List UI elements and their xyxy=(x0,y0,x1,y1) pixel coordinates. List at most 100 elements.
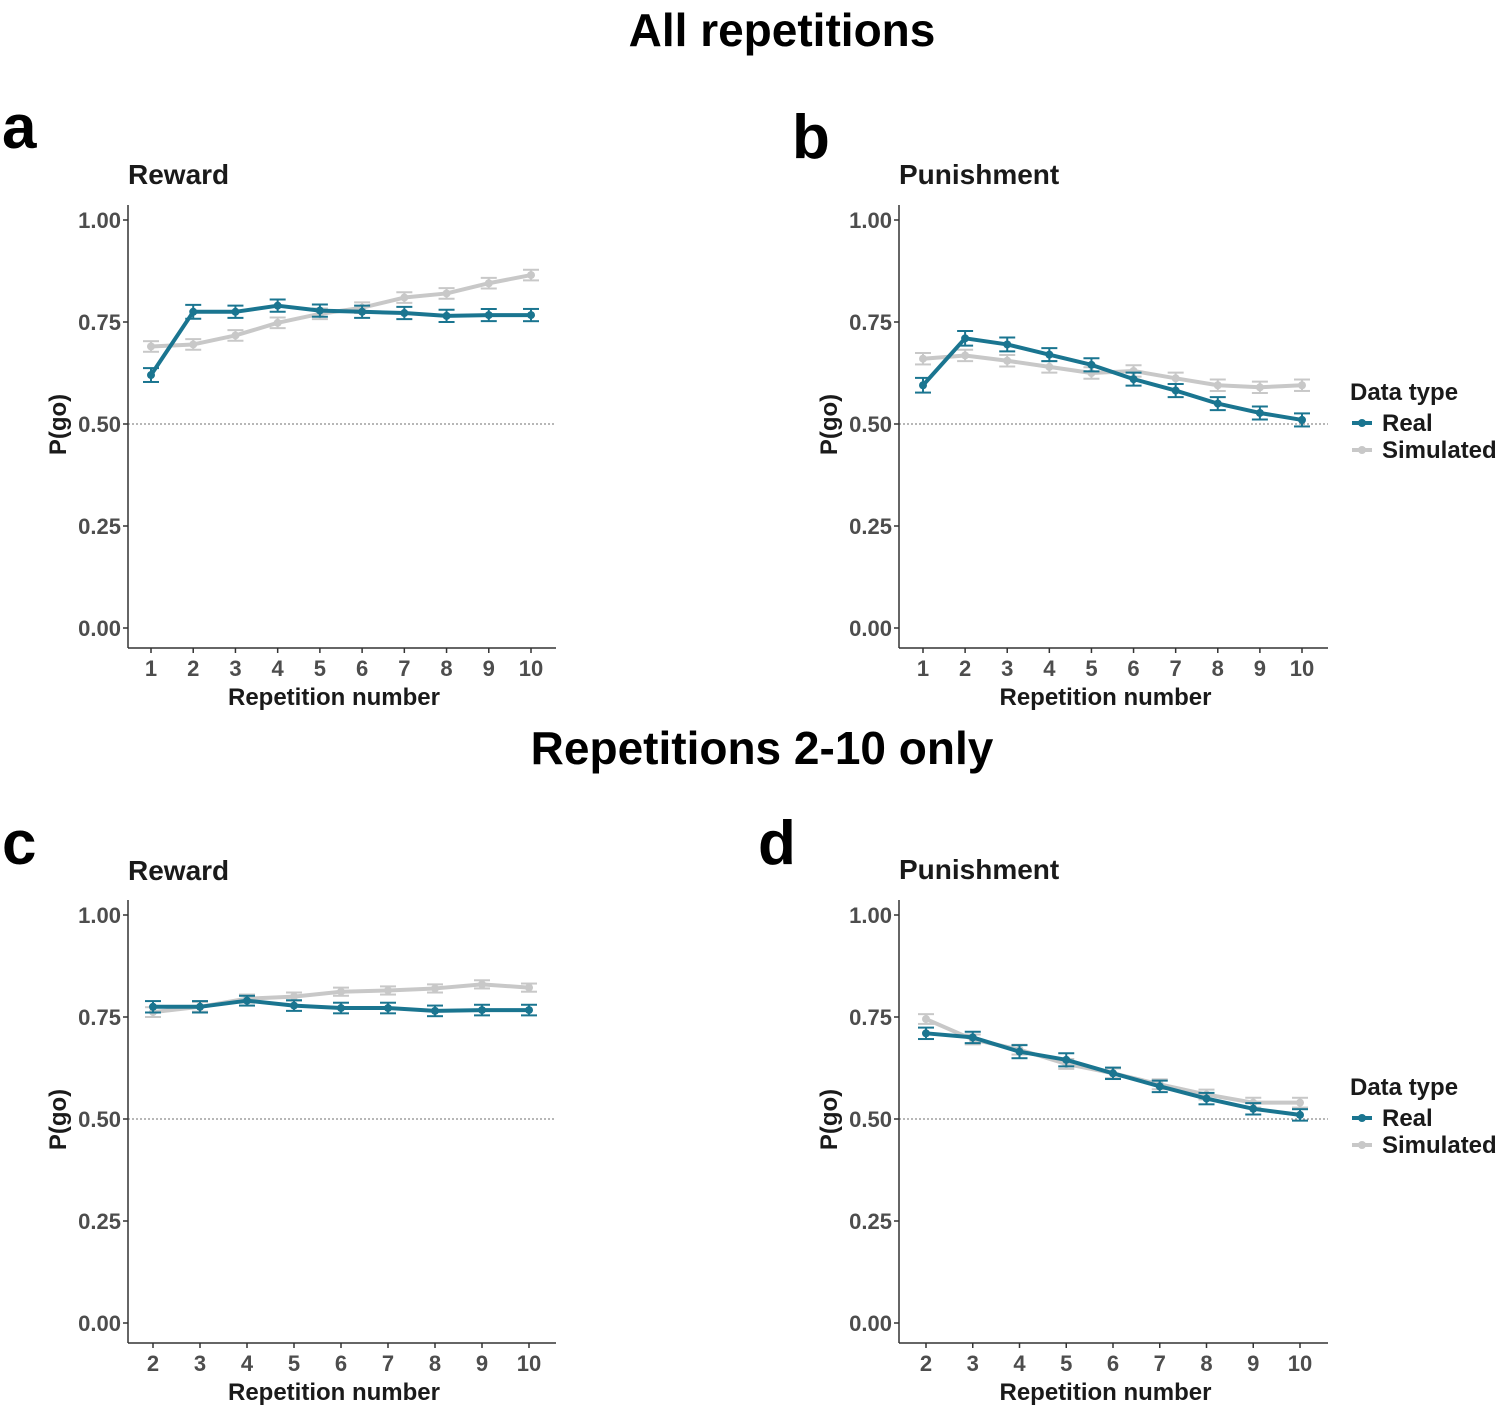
x-tick-label: 4 xyxy=(1013,1351,1026,1376)
y-axis-label: P(go) xyxy=(816,1089,843,1150)
data-point xyxy=(231,331,240,340)
panel-title: Punishment xyxy=(899,854,1059,885)
data-point xyxy=(442,289,451,298)
y-tick-label: 1.00 xyxy=(78,208,121,233)
x-tick-label: 7 xyxy=(382,1351,394,1376)
series-real xyxy=(915,329,1310,428)
data-point xyxy=(384,986,392,995)
legend-key-point xyxy=(1358,419,1366,427)
data-point xyxy=(1109,1069,1117,1078)
legend-title: Data type xyxy=(1350,379,1458,406)
x-tick-label: 3 xyxy=(967,1351,979,1376)
x-tick-label: 5 xyxy=(314,656,326,681)
x-axis-label: Repetition number xyxy=(228,1379,440,1406)
y-tick-label: 0.25 xyxy=(78,1209,121,1234)
data-point xyxy=(358,307,367,316)
data-point xyxy=(484,311,493,320)
data-point xyxy=(1298,415,1306,424)
data-point xyxy=(961,351,970,360)
data-point xyxy=(431,984,439,993)
chart-panel-c: Reward 0.00 0.25 0.50 0.75 1.00 2 3 4 5 6 7 8 9 10 Repe… xyxy=(45,855,556,1406)
data-point xyxy=(1213,381,1222,390)
section-title-subset: Repetitions 2-10 only xyxy=(531,722,994,774)
y-tick-label: 0.75 xyxy=(849,1005,892,1030)
y-tick-label: 0.75 xyxy=(849,310,892,335)
x-tick-label: 8 xyxy=(1212,656,1224,681)
data-point xyxy=(290,992,298,1001)
x-tick-label: 7 xyxy=(398,656,410,681)
data-point xyxy=(919,381,927,390)
x-tick-label: 6 xyxy=(356,656,368,681)
y-tick-label: 0.75 xyxy=(78,1005,121,1030)
data-point xyxy=(1171,386,1180,395)
x-tick-label: 6 xyxy=(1107,1351,1119,1376)
x-axis-label: Repetition number xyxy=(999,1379,1211,1406)
data-point xyxy=(1213,399,1222,408)
legend-label-simulated: Simulated xyxy=(1382,1132,1497,1159)
data-point xyxy=(189,340,198,349)
panel-letter-d: d xyxy=(758,809,796,878)
y-tick-label: 0.00 xyxy=(849,616,892,641)
x-tick-label: 10 xyxy=(517,1351,541,1376)
y-tick-label: 0.50 xyxy=(849,412,892,437)
x-tick-label: 6 xyxy=(1127,656,1139,681)
legend-title: Data type xyxy=(1350,1074,1458,1101)
y-tick-label: 0.00 xyxy=(78,1311,121,1336)
data-point xyxy=(525,1006,533,1015)
data-point xyxy=(1129,375,1138,384)
data-point xyxy=(961,334,970,343)
data-point xyxy=(1015,1047,1024,1056)
data-point xyxy=(442,311,451,320)
section-title-all: All repetitions xyxy=(629,4,936,56)
x-tick-label: 10 xyxy=(1288,1351,1312,1376)
data-point xyxy=(1296,1098,1304,1107)
x-axis-label: Repetition number xyxy=(999,684,1211,711)
x-tick-label: 9 xyxy=(1247,1351,1259,1376)
x-tick-label: 6 xyxy=(335,1351,347,1376)
x-tick-label: 4 xyxy=(1043,656,1056,681)
series-line xyxy=(921,336,1303,422)
x-tick-label: 5 xyxy=(1060,1351,1072,1376)
data-point xyxy=(1171,374,1180,383)
y-tick-label: 1.00 xyxy=(849,903,892,928)
data-point xyxy=(273,301,282,310)
data-point xyxy=(1249,1104,1258,1113)
legend-label-real: Real xyxy=(1382,1105,1433,1132)
x-tick-label: 1 xyxy=(917,656,929,681)
data-point xyxy=(1045,350,1054,359)
x-tick-label: 7 xyxy=(1154,1351,1166,1376)
data-point xyxy=(189,307,198,316)
legend-key-point xyxy=(1358,446,1366,454)
data-point xyxy=(290,1001,298,1010)
data-point xyxy=(1087,360,1096,369)
chart-panel-a: Reward 0.00 0.25 0.50 0.75 1.00 1 2 3 4 5 6 7 8 9 10 Rep… xyxy=(45,159,556,711)
y-tick-label: 0.50 xyxy=(849,1107,892,1132)
series-line xyxy=(925,1017,1300,1105)
x-tick-label: 3 xyxy=(1001,656,1013,681)
panel-title: Reward xyxy=(128,159,229,190)
data-point xyxy=(400,309,409,318)
y-tick-label: 0.25 xyxy=(849,1209,892,1234)
x-tick-label: 2 xyxy=(959,656,971,681)
legend-label-real: Real xyxy=(1382,410,1433,437)
chart-panel-b: Punishment 0.00 0.25 0.50 0.75 1.00 1 2 3 4 5 6 7 8 9 1… xyxy=(816,159,1497,711)
data-point xyxy=(273,318,282,327)
data-point xyxy=(384,1004,392,1013)
data-point xyxy=(478,980,486,989)
data-point xyxy=(243,996,251,1005)
series-line xyxy=(149,303,531,377)
x-tick-label: 8 xyxy=(440,656,452,681)
series-real xyxy=(143,298,539,383)
x-tick-label: 5 xyxy=(288,1351,300,1376)
y-tick-label: 0.75 xyxy=(78,310,121,335)
x-tick-label: 1 xyxy=(145,656,157,681)
panel-letter-c: c xyxy=(2,809,36,878)
y-tick-label: 0.25 xyxy=(849,514,892,539)
legend-key-point xyxy=(1358,1141,1366,1149)
data-point xyxy=(525,983,533,992)
data-point xyxy=(1255,408,1264,417)
chart-panel-d: Punishment 0.00 0.25 0.50 0.75 1.00 2 3 4 5 6 7 8 9 10… xyxy=(816,854,1497,1406)
